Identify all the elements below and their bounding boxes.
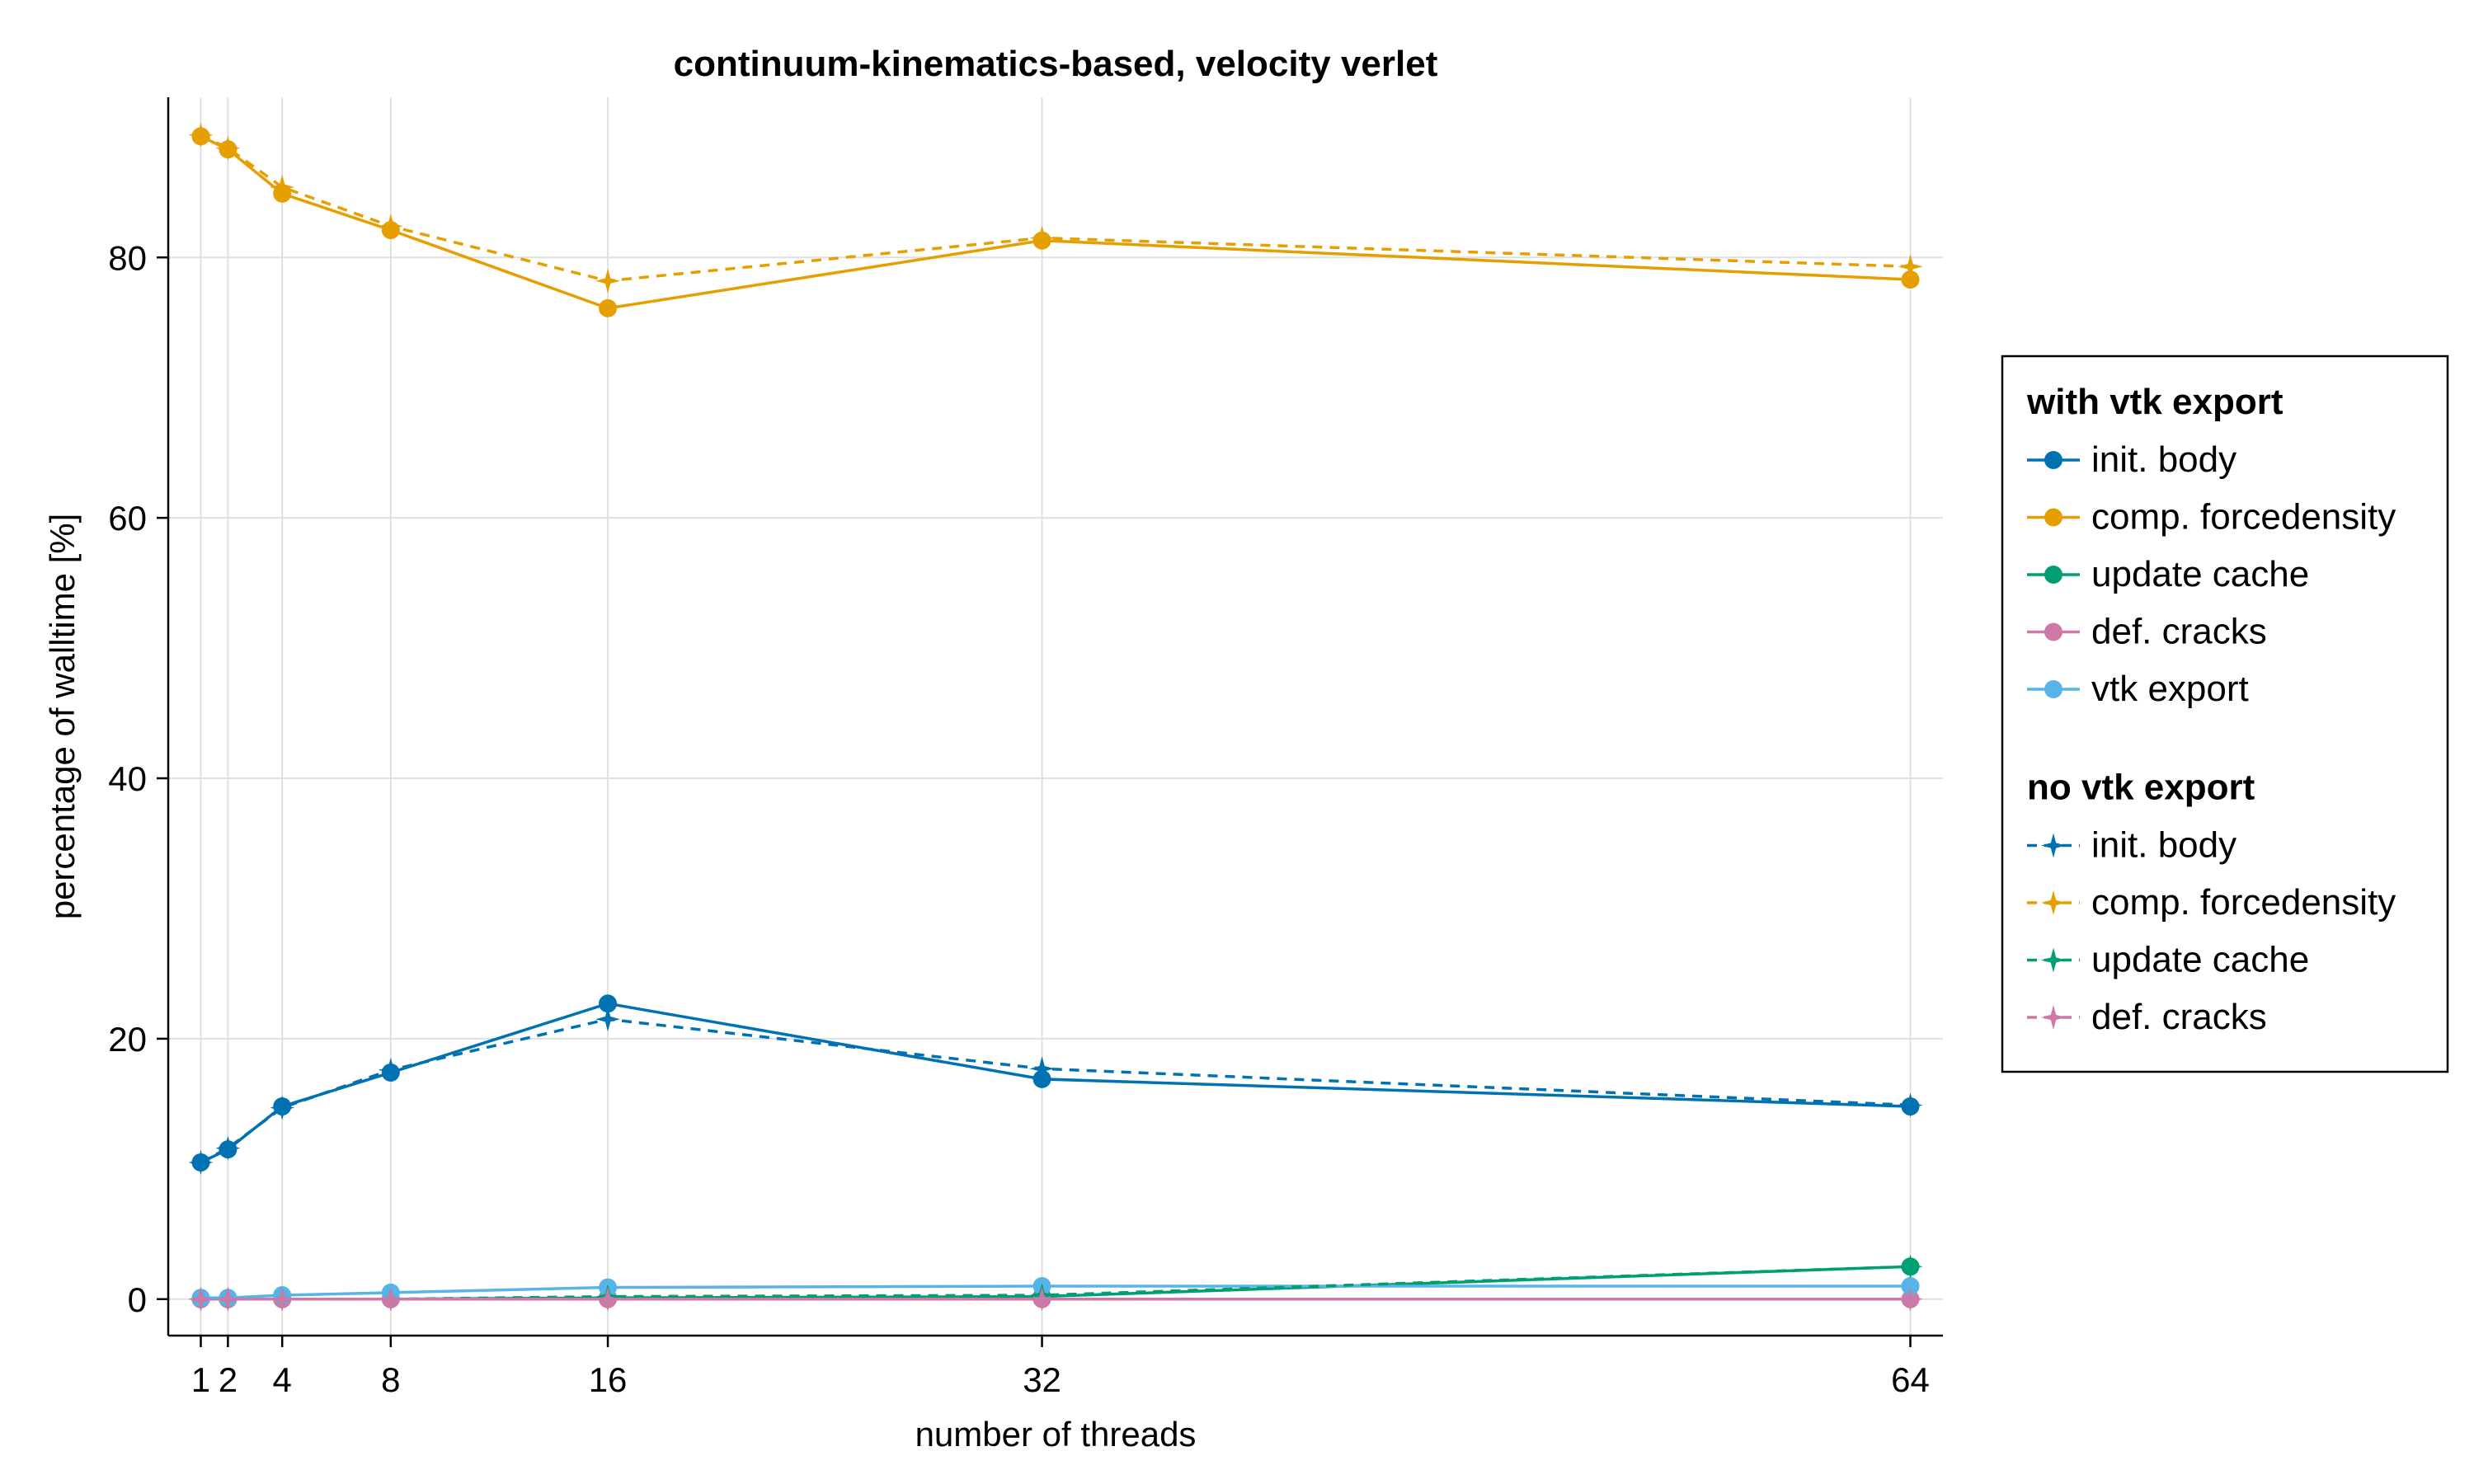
series-no-vtk-3	[188, 1286, 1923, 1312]
legend: with vtk export init. body comp. forcedens…	[2001, 355, 2449, 1073]
legend-marker	[2041, 890, 2066, 915]
data-point	[1029, 1056, 1055, 1082]
data-point	[1901, 1276, 1920, 1295]
legend-marker	[2041, 833, 2066, 858]
data-point	[270, 1095, 295, 1120]
x-tick-label: 8	[381, 1360, 400, 1399]
data-point	[215, 1135, 241, 1161]
series-with-vtk-2	[191, 1257, 1920, 1308]
data-point	[595, 268, 621, 294]
series-no-vtk-1	[188, 122, 1923, 294]
x-tick-label: 1	[191, 1360, 210, 1399]
series-with-vtk-0	[191, 994, 1920, 1172]
legend-label: init. body	[2091, 439, 2236, 480]
legend-marker	[2044, 508, 2062, 527]
data-point	[270, 1286, 295, 1312]
data-point	[378, 1057, 403, 1082]
y-axis-label: percentage of walltime [%]	[43, 514, 82, 920]
legend-marker	[2044, 680, 2062, 698]
gridlines	[168, 97, 1943, 1336]
chart-title: continuum-kinematics-based, velocity ver…	[674, 44, 1438, 84]
x-tick-label: 2	[219, 1360, 238, 1399]
legend-label: vtk export	[2091, 669, 2249, 709]
legend-label: update cache	[2091, 940, 2309, 980]
y-tick-label: 60	[108, 499, 147, 538]
legend-marker	[2041, 947, 2066, 973]
data-point	[1898, 1254, 1923, 1280]
legend-box	[2001, 355, 2449, 1073]
data-point	[188, 122, 214, 148]
axes	[167, 97, 1943, 1337]
series-no-vtk-2	[188, 1254, 1923, 1312]
series-line	[200, 134, 1911, 283]
x-tick-label: 16	[589, 1360, 628, 1399]
legend-group-title: no vtk export	[2027, 768, 2255, 808]
legend-marker	[2041, 1005, 2066, 1030]
data-point	[1029, 225, 1055, 251]
data-point	[599, 298, 618, 317]
x-tick-label: 4	[273, 1360, 292, 1399]
legend-label: def. cracks	[2091, 997, 2267, 1037]
data-point	[595, 1007, 621, 1032]
x-tick-label: 32	[1023, 1360, 1061, 1399]
legend-label: init. body	[2091, 825, 2236, 866]
legend-label: comp. forcedensity	[2091, 882, 2396, 923]
data-point	[595, 1286, 621, 1312]
series-line	[200, 1002, 1911, 1164]
data-point	[378, 1286, 403, 1312]
series-line	[200, 1017, 1911, 1164]
data-point	[1901, 270, 1920, 289]
data-point	[1898, 1092, 1923, 1118]
data-point	[215, 1286, 241, 1312]
legend-label: comp. forcedensity	[2091, 497, 2396, 538]
legend-label: def. cracks	[2091, 612, 2267, 652]
y-tick-label: 40	[108, 759, 147, 798]
data-point	[599, 994, 618, 1013]
series-layer	[188, 122, 1923, 1312]
data-point	[188, 1286, 214, 1312]
y-tick-label: 80	[108, 238, 147, 277]
legend-marker	[2044, 451, 2062, 469]
data-point	[188, 1149, 214, 1175]
data-point	[1029, 1286, 1055, 1312]
series-no-vtk-0	[188, 1007, 1923, 1175]
legend-label: update cache	[2091, 554, 2309, 594]
data-point	[1898, 254, 1923, 279]
x-tick-label: 64	[1891, 1360, 1930, 1399]
legend-marker	[2044, 622, 2062, 641]
data-point	[270, 174, 295, 200]
data-point	[378, 214, 403, 239]
series-line	[200, 134, 1911, 310]
data-point	[1898, 1286, 1923, 1312]
series-line	[200, 1265, 1911, 1301]
series-with-vtk-4	[191, 1276, 1920, 1308]
series-with-vtk-1	[191, 127, 1920, 317]
x-axis-label: number of threads	[915, 1415, 1197, 1453]
ticks: 1 2 4 8 16 32 64 0 20 40 60 80	[108, 238, 1930, 1399]
y-tick-label: 20	[108, 1020, 147, 1059]
data-point	[215, 135, 241, 161]
legend-marker	[2044, 566, 2062, 584]
y-tick-label: 0	[128, 1280, 147, 1319]
legend-group-title: with vtk export	[2026, 382, 2284, 422]
